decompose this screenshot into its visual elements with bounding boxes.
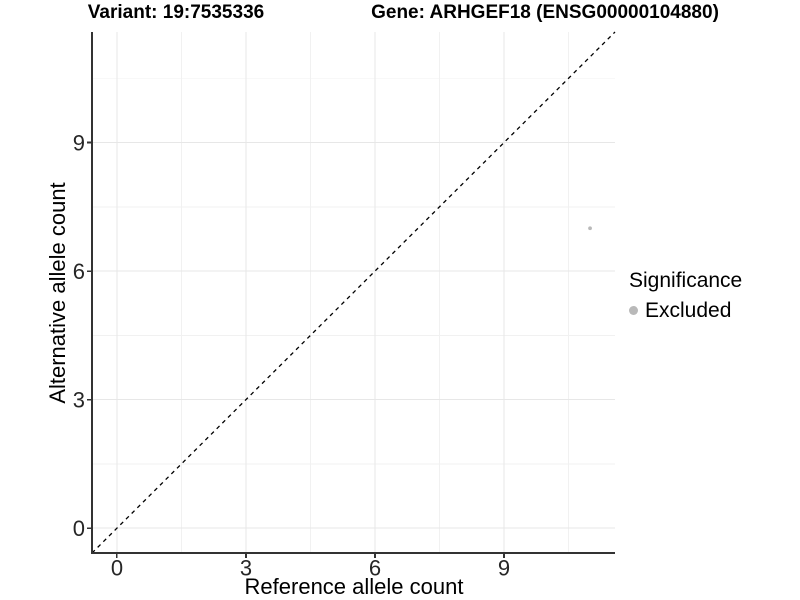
identity-line — [91, 31, 616, 554]
x-tick-label: 0 — [111, 556, 123, 581]
legend-entry-label: Excluded — [645, 299, 732, 322]
y-tick-label: 3 — [73, 388, 85, 413]
x-tick-label: 6 — [369, 556, 381, 581]
x-tick-label: 9 — [498, 556, 510, 581]
gene-title: Gene: ARHGEF18 (ENSG00000104880) — [371, 2, 719, 23]
legend-title: Significance — [629, 269, 743, 292]
variant-title: Variant: 19:7535336 — [87, 2, 265, 23]
y-axis-label: Alternative allele count — [45, 182, 70, 404]
y-tick-label: 6 — [73, 259, 85, 284]
y-tick-label: 0 — [73, 516, 85, 541]
x-axis-label: Reference allele count — [244, 574, 464, 599]
legend: Significance Excluded — [629, 270, 742, 321]
y-tick-label: 9 — [73, 131, 85, 156]
legend-entry: Excluded — [629, 300, 742, 321]
x-tick-label: 3 — [240, 556, 252, 581]
data-point — [588, 226, 592, 231]
legend-point-icon — [629, 306, 638, 315]
